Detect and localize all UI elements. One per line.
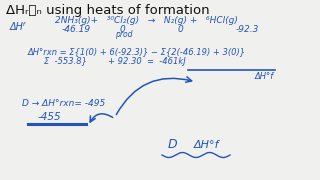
Text: 0: 0 [120, 25, 126, 34]
Text: prod: prod [115, 30, 132, 39]
Text: -455: -455 [38, 112, 62, 122]
Text: ΔHᶠ: ΔHᶠ [10, 22, 27, 32]
Text: ΔH°f: ΔH°f [255, 72, 274, 81]
Text: 2NH₃(g)+   ³⁰Cl₂(g)   →   N₂(g) +   ⁶HCl(g): 2NH₃(g)+ ³⁰Cl₂(g) → N₂(g) + ⁶HCl(g) [55, 16, 238, 25]
Text: D: D [168, 138, 178, 151]
Text: D → ΔH°rxn= -495: D → ΔH°rxn= -495 [22, 99, 105, 108]
Text: Σ  -553.8}        + 92.30  =  -461kJ: Σ -553.8} + 92.30 = -461kJ [44, 57, 186, 66]
Text: -92.3: -92.3 [236, 25, 260, 34]
Text: 0: 0 [178, 25, 184, 34]
Text: ΔH°rxn = Σ{1(0) + 6(-92.3)} − Σ{2(-46.19) + 3(0)}: ΔH°rxn = Σ{1(0) + 6(-92.3)} − Σ{2(-46.19… [28, 47, 246, 56]
Text: ΔHᵣᵯₙ using heats of formation: ΔHᵣᵯₙ using heats of formation [6, 4, 210, 17]
Text: ΔH°f: ΔH°f [194, 140, 220, 150]
Text: -46.19: -46.19 [62, 25, 91, 34]
